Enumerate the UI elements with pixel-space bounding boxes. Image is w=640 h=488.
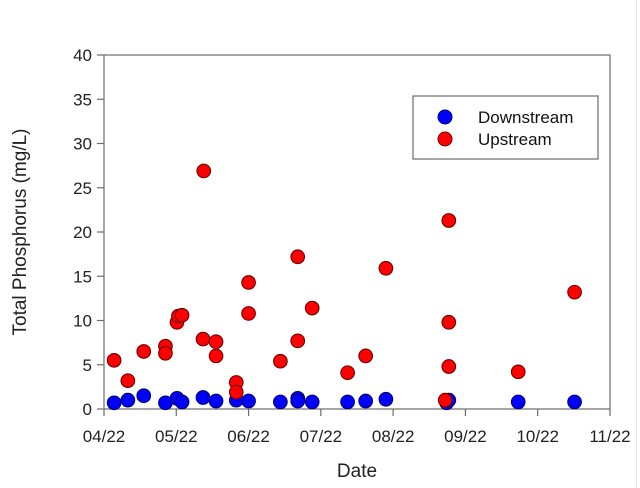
y-tick-label: 10 (73, 312, 92, 331)
y-tick-label: 25 (73, 179, 92, 198)
upstream-data-point (290, 249, 306, 265)
downstream-data-point (567, 394, 582, 410)
upstream-data-point (567, 284, 582, 300)
upstream-data-point (158, 345, 173, 361)
upstream-data-point (136, 344, 152, 359)
upstream-data-point (106, 352, 122, 368)
y-tick-label: 35 (73, 90, 92, 109)
upstream-data-point (241, 306, 256, 321)
upstream-data-point (120, 373, 136, 389)
upstream-data-point (174, 307, 190, 323)
upstream-data-point (437, 392, 453, 408)
upstream-data-point (441, 314, 457, 330)
upstream-data-point (208, 334, 224, 350)
downstream-data-point (106, 395, 122, 411)
y-axis: 0 5 10 15 20 25 30 35 40 (73, 46, 104, 419)
x-tick-label: 05/22 (155, 427, 198, 446)
y-tick-label: 40 (73, 46, 92, 65)
downstream-data-point (208, 393, 224, 409)
upstream-data-point (195, 331, 211, 347)
legend-downstream-label: Downstream (478, 108, 573, 127)
downstream-data-point (136, 388, 152, 404)
downstream-data-point (510, 394, 526, 410)
y-tick-label: 15 (73, 267, 92, 286)
y-tick-label: 0 (83, 400, 92, 419)
upstream-data-point (510, 364, 526, 380)
legend: Downstream Upstream (412, 95, 599, 160)
downstream-data-point (340, 394, 355, 410)
x-tick-label: 04/22 (83, 427, 126, 446)
upstream-data-point (358, 348, 374, 364)
upstream-data-point (304, 300, 320, 316)
y-axis-title: Total Phosphorus (mg/L) (10, 129, 31, 336)
x-tick-label: 09/22 (444, 427, 487, 446)
downstream-data-point (378, 391, 394, 407)
data-points (106, 163, 582, 411)
y-tick-label: 5 (83, 356, 92, 375)
x-axis-title: Date (337, 461, 377, 482)
upstream-data-point (241, 275, 256, 290)
upstream-data-point (340, 365, 355, 381)
upstream-data-point (196, 163, 212, 179)
downstream-data-point (358, 393, 374, 409)
downstream-data-point (241, 393, 256, 409)
upstream-data-point (441, 213, 457, 228)
upstream-data-point (273, 353, 288, 369)
legend-upstream-label: Upstream (478, 130, 552, 149)
downstream-data-point (120, 392, 136, 408)
upstream-data-point (441, 359, 457, 374)
y-tick-label: 30 (73, 135, 92, 154)
downstream-data-point (273, 394, 288, 410)
upstream-data-point (208, 348, 224, 364)
x-tick-label: 10/22 (516, 427, 559, 446)
downstream-data-point (304, 394, 320, 410)
upstream-data-point (290, 333, 306, 349)
x-tick-label: 08/22 (372, 427, 415, 446)
legend-upstream-marker-icon (437, 131, 453, 147)
x-tick-label: 11/22 (589, 427, 630, 446)
downstream-data-point (174, 394, 190, 410)
y-tick-label: 20 (73, 223, 92, 242)
legend-box (412, 95, 599, 160)
right-edge (636, 0, 637, 488)
downstream-data-point (195, 390, 211, 405)
downstream-data-point (290, 393, 306, 409)
x-axis: 04/22 05/22 06/22 07/22 08/22 09/22 10/22 11/22 (83, 409, 631, 446)
x-tick-label: 06/22 (227, 427, 270, 446)
x-tick-label: 07/22 (300, 427, 343, 446)
upstream-data-point (228, 384, 244, 400)
legend-downstream-marker-icon (437, 109, 453, 125)
upstream-data-point (378, 260, 394, 276)
